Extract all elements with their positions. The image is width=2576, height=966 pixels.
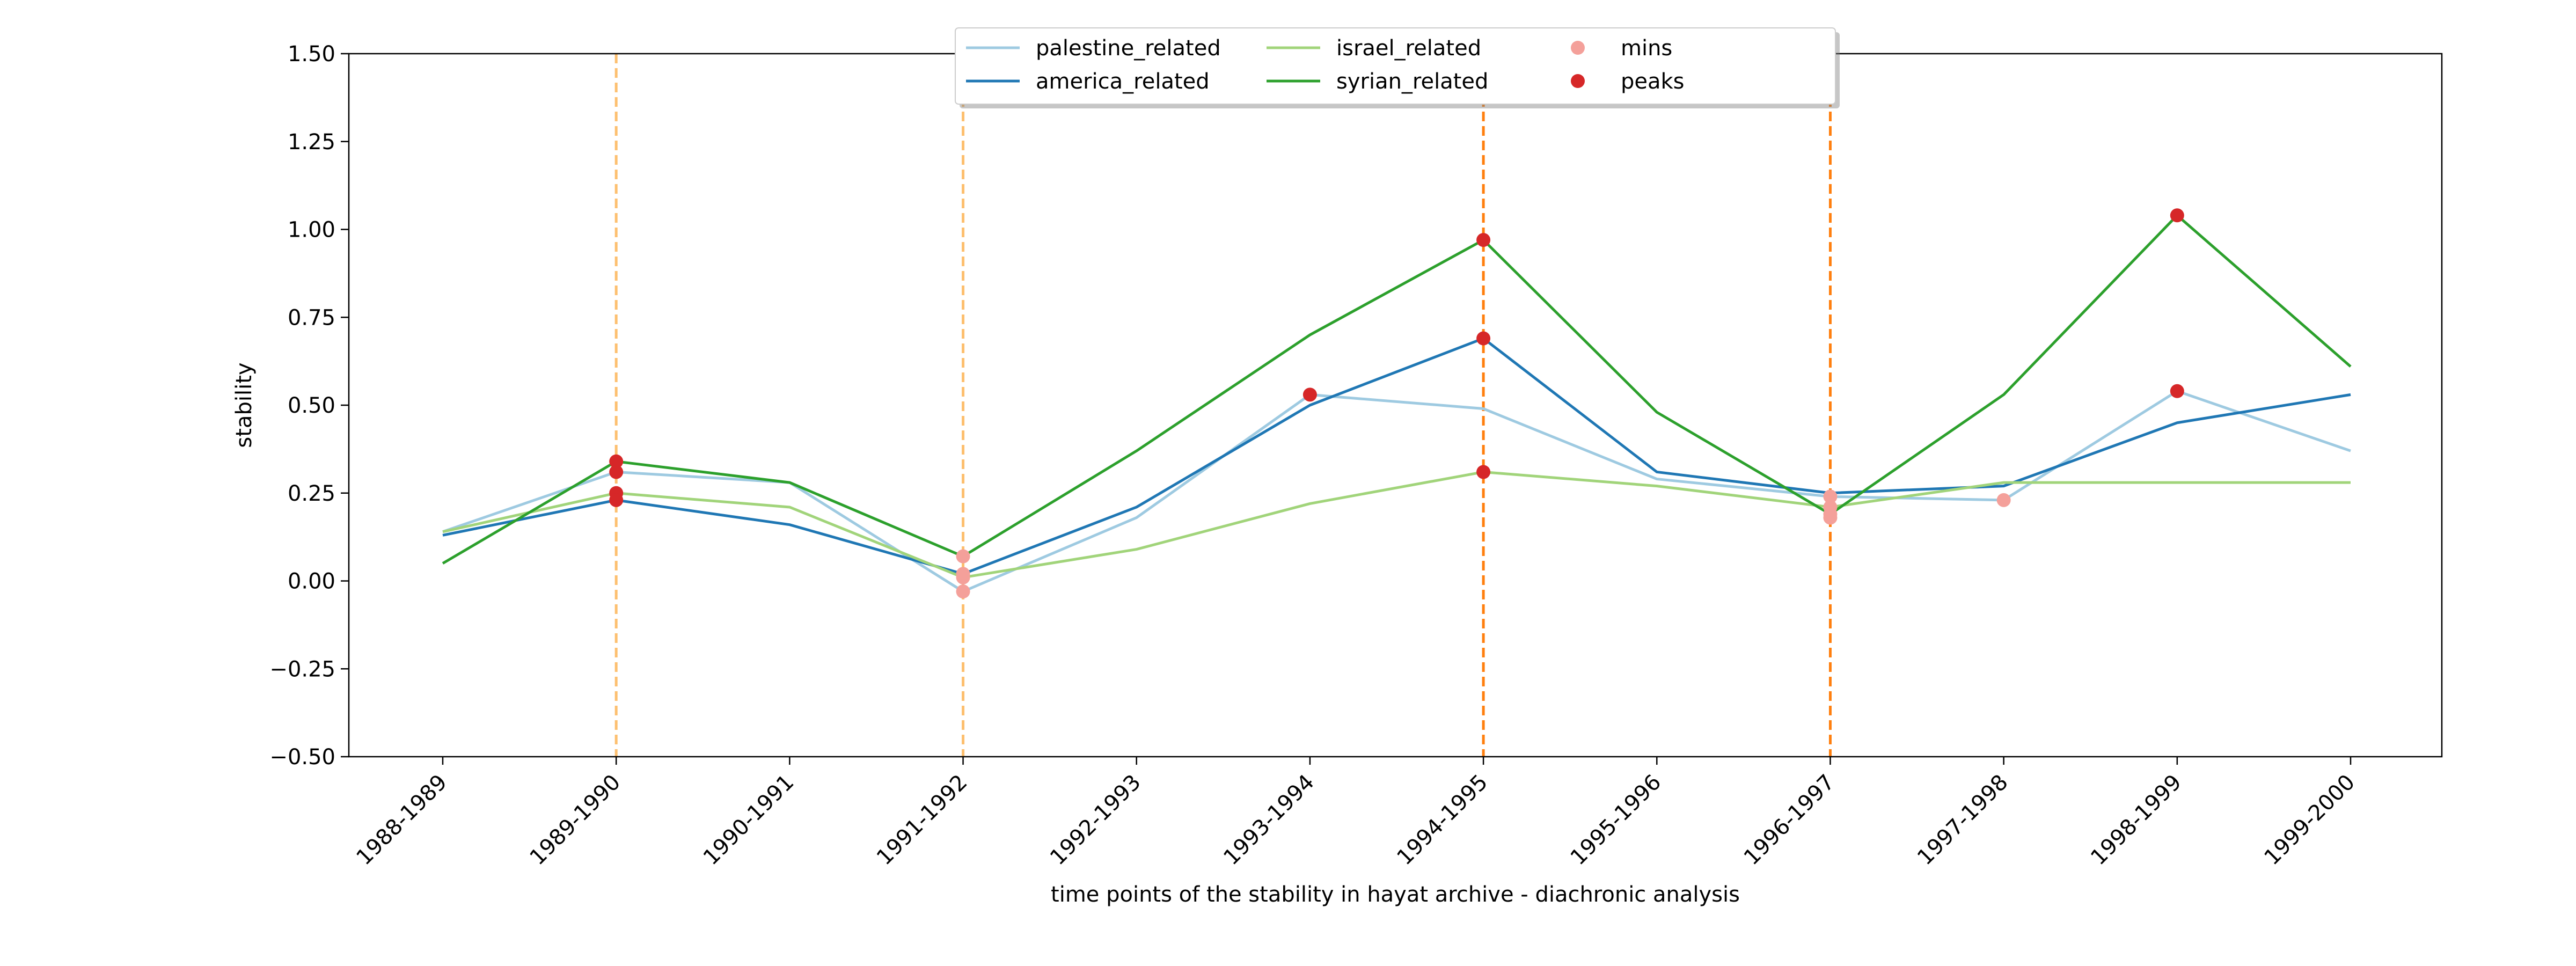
marker-points xyxy=(609,208,2184,599)
legend-label-peaks: peaks xyxy=(1621,69,1685,94)
min-point-7 xyxy=(1823,510,1838,525)
vertical-markers xyxy=(614,54,1832,757)
y-tick-label: 0.75 xyxy=(288,305,335,330)
min-point-2 xyxy=(956,567,970,581)
peak-point-1 xyxy=(609,465,624,479)
peak-point-0 xyxy=(609,454,624,469)
legend-label-mins: mins xyxy=(1621,36,1672,61)
y-tick-label: 0.25 xyxy=(288,481,335,506)
legend-label-israel_related: israel_related xyxy=(1336,36,1481,61)
legend-label-syrian_related: syrian_related xyxy=(1336,69,1488,94)
series-line-america_related xyxy=(442,337,2351,575)
legend-entries: palestine_related america_related israel_r… xyxy=(966,36,1685,94)
legend-label-palestine_related: palestine_related xyxy=(1036,36,1221,61)
peak-point-9 xyxy=(2170,384,2184,398)
y-tick-label: 1.50 xyxy=(288,42,335,67)
peak-point-5 xyxy=(1476,233,1491,247)
legend-box xyxy=(955,27,1836,105)
y-tick-label: 1.00 xyxy=(288,218,335,243)
y-tick-label: 0.00 xyxy=(288,569,335,594)
legend-marker-mins xyxy=(1571,41,1585,55)
min-point-0 xyxy=(956,584,970,599)
y-tick-label: −0.50 xyxy=(269,745,335,770)
x-axis-label: time points of the stability in hayat ar… xyxy=(1051,882,1740,907)
legend-label-america_related: america_related xyxy=(1036,69,1210,94)
y-tick-label: −0.25 xyxy=(269,657,335,682)
legend-marker-peaks xyxy=(1571,74,1585,88)
legend: palestine_related america_related israel_r… xyxy=(955,27,1840,108)
y-axis: −0.50 −0.25 0.00 0.25 0.50 0.75 1.00 1.25 1.50 xyxy=(269,42,349,770)
min-point-3 xyxy=(956,549,970,564)
peak-point-7 xyxy=(1476,465,1491,479)
y-tick-label: 1.25 xyxy=(288,130,335,155)
min-point-4 xyxy=(1823,489,1838,504)
series-line-syrian_related xyxy=(442,214,2352,565)
series-lines xyxy=(442,214,2352,593)
y-tick-label: 0.50 xyxy=(288,393,335,418)
peak-point-8 xyxy=(2170,208,2184,223)
y-axis-label: stability xyxy=(232,362,257,448)
peak-point-3 xyxy=(609,493,624,507)
series-line-israel_related xyxy=(442,470,2351,579)
min-point-8 xyxy=(1996,493,2011,507)
peak-point-4 xyxy=(1302,387,1317,402)
peak-point-6 xyxy=(1476,331,1491,346)
